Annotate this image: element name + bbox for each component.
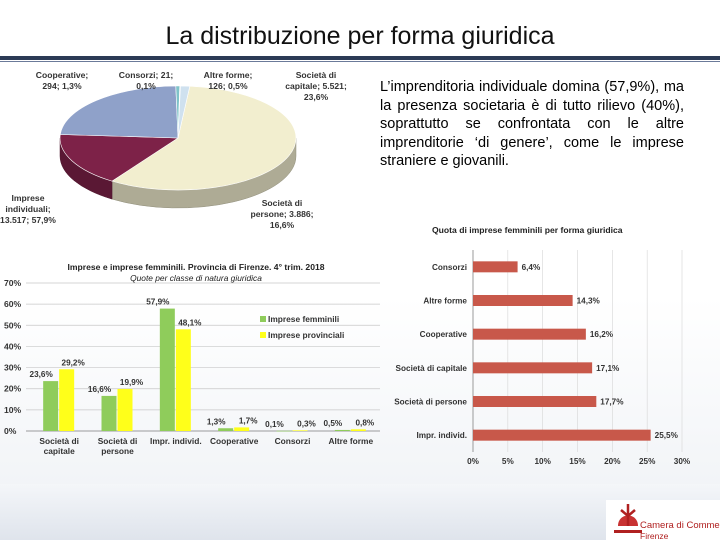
title-rule xyxy=(0,56,720,60)
bar-femminili xyxy=(159,308,175,431)
bar-chart-female-share: Quota di imprese femminili per forma giu… xyxy=(394,225,691,466)
bar-data-label: 0,8% xyxy=(355,418,374,427)
bar-femminili xyxy=(101,395,117,431)
hbar-xtick-label: 15% xyxy=(569,457,586,466)
hbar-data-label: 6,4% xyxy=(522,263,541,272)
hbar-data-label: 14,3% xyxy=(577,297,601,306)
hbar-xtick-label: 10% xyxy=(534,457,551,466)
pie-chart: Cooperative; 294; 1,3% Consorzi; 21; 0,1% Al… xyxy=(0,70,347,230)
hbar-bar xyxy=(473,429,651,441)
title-rule-thin xyxy=(0,61,720,62)
bar-ytick-label: 50% xyxy=(4,320,22,330)
bar-ytick-label: 70% xyxy=(4,278,22,288)
bar-ytick-label: 60% xyxy=(4,299,22,309)
hbar-category-label: Consorzi xyxy=(432,263,467,272)
pie-slice-individuali xyxy=(111,85,297,191)
bar-category-label: Impr. individ. xyxy=(150,436,202,446)
bar-data-label: 1,3% xyxy=(207,417,226,426)
footer-band xyxy=(0,484,720,540)
bar-chart-title: Imprese e imprese femminili. Provincia d… xyxy=(67,262,324,272)
hbar-chart-title: Quota di imprese femminili per forma giu… xyxy=(432,225,623,235)
bar-provinciali xyxy=(350,429,366,431)
hbar-category-label: Società di persone xyxy=(394,398,467,407)
legend-swatch xyxy=(260,316,266,322)
hbar-xtick-label: 25% xyxy=(639,457,656,466)
pie-label-capitale: Società di capitale; 5.521; 23,6% xyxy=(285,70,347,102)
page-title: La distribuzione per forma giuridica xyxy=(165,22,555,50)
bar-data-label: 0,5% xyxy=(323,419,342,428)
bar-femminili xyxy=(218,428,234,431)
hbar-category-label: Impr. individ. xyxy=(417,431,468,440)
summary-paragraph: L’imprenditoria individuale domina (57,9… xyxy=(380,79,684,170)
pie-slice-persone xyxy=(59,134,179,182)
hbar-data-label: 17,7% xyxy=(600,398,624,407)
bar-femminili xyxy=(334,429,350,431)
bar-provinciali xyxy=(234,427,250,431)
bar-ytick-label: 40% xyxy=(4,341,22,351)
bar-data-label: 29,2% xyxy=(62,358,86,367)
bar-category-label: Società di capitale xyxy=(39,436,79,456)
legend-label: Imprese provinciali xyxy=(268,330,344,340)
hbar-category-label: Società di capitale xyxy=(396,364,468,373)
bar-category-label: Cooperative xyxy=(210,436,259,446)
hbar-data-label: 17,1% xyxy=(596,364,620,373)
bar-ytick-label: 30% xyxy=(4,363,22,373)
bar-provinciali xyxy=(117,388,133,431)
hbar-bar xyxy=(473,362,593,374)
bar-provinciali xyxy=(292,430,308,431)
hbar-xtick-label: 30% xyxy=(674,457,691,466)
hbar-bar xyxy=(473,295,573,306)
pie-label-persone: Società di persone; 3.886; 16,6% xyxy=(250,198,313,230)
legend-swatch xyxy=(260,332,266,338)
bar-chart-comparison: Imprese e imprese femminili. Provincia d… xyxy=(4,262,380,456)
bar-data-label: 19,9% xyxy=(120,378,144,387)
bar-category-label: Società di persone xyxy=(98,436,138,456)
bar-category-label: Altre forme xyxy=(328,436,373,446)
logo-subtext: Firenze xyxy=(640,531,669,541)
bar-provinciali xyxy=(175,329,191,431)
bar-data-label: 16,6% xyxy=(88,385,112,394)
pie-label-consorzi: Consorzi; 21; 0,1% xyxy=(119,70,174,91)
bar-data-label: 0,1% xyxy=(265,420,284,429)
pie-label-individuali: Imprese individuali; 13.517; 57,9% xyxy=(0,193,56,225)
bar-data-label: 48,1% xyxy=(178,318,202,327)
bar-chart-subtitle: Quote per classe di natura giuridica xyxy=(130,273,262,283)
bar-data-label: 23,6% xyxy=(30,370,54,379)
bar-ytick-label: 0% xyxy=(4,426,17,436)
legend-label: Imprese femminili xyxy=(268,314,339,324)
bar-data-label: 57,9% xyxy=(146,298,170,307)
chamber-logo-icon xyxy=(614,504,642,533)
hbar-bar xyxy=(473,261,518,273)
logo-area xyxy=(606,500,720,540)
pie-slice-capitale xyxy=(59,85,179,139)
logo-text: Camera di Commercio xyxy=(640,520,720,531)
bar-ytick-label: 20% xyxy=(4,384,22,394)
hbar-data-label: 25,5% xyxy=(655,431,679,440)
hbar-data-label: 16,2% xyxy=(590,330,614,339)
bar-data-label: 0,3% xyxy=(297,419,316,428)
bar-femminili xyxy=(276,430,292,432)
bar-femminili xyxy=(43,381,59,431)
bar-category-label: Consorzi xyxy=(275,436,311,446)
hbar-xtick-label: 0% xyxy=(467,457,480,466)
pie-slice-cooperative xyxy=(177,85,191,139)
pie-label-altre: Altre forme; 126; 0,5% xyxy=(204,70,253,91)
pie-label-cooperative: Cooperative; 294; 1,3% xyxy=(36,70,89,91)
bar-ytick-label: 10% xyxy=(4,405,22,415)
hbar-xtick-label: 5% xyxy=(502,457,515,466)
bar-provinciali xyxy=(59,369,75,431)
hbar-xtick-label: 20% xyxy=(604,457,621,466)
hbar-bar xyxy=(473,396,597,407)
hbar-category-label: Altre forme xyxy=(423,297,467,306)
hbar-category-label: Cooperative xyxy=(420,330,468,339)
hbar-bar xyxy=(473,328,586,340)
bar-data-label: 1,7% xyxy=(239,416,258,425)
